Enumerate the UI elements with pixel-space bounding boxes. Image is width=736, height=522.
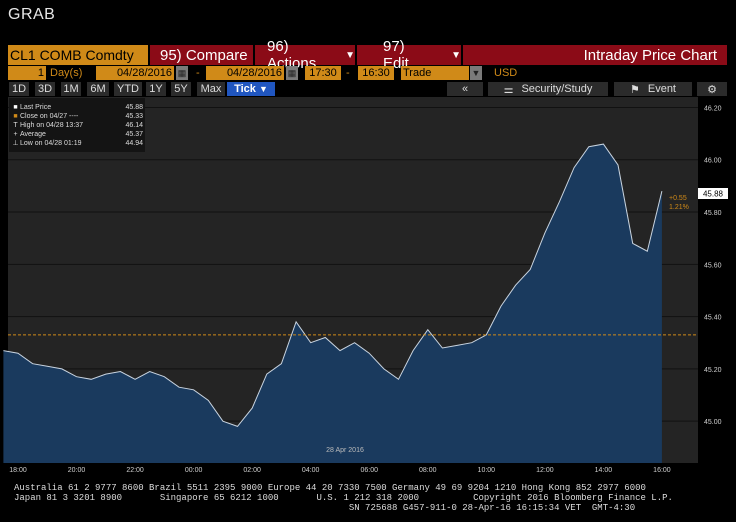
back-button[interactable]: « (447, 82, 483, 96)
chevron-down-icon: ▼ (258, 84, 268, 94)
square-icon: ■ (13, 113, 18, 120)
tick-label: Tick (234, 83, 256, 95)
security-study-label: Security/Study (521, 83, 593, 95)
parameter-bar: 1 Day(s) 04/28/2016 ▦ - 04/28/2016 ▦ 17:… (0, 66, 736, 81)
x-tick-label: 20:00 (68, 467, 86, 474)
x-tick-label: 22:00 (126, 467, 144, 474)
y-axis: 46.20 46.00 45.80 45.60 45.40 45.20 45.00 (704, 105, 722, 426)
x-tick-label: 18:00 (9, 467, 27, 474)
chart-title: Intraday Price Chart (463, 45, 727, 65)
currency-label: USD (494, 67, 518, 79)
legend-label: Low on 04/28 01:19 (20, 140, 82, 147)
range-3d-button[interactable]: 3D (35, 82, 55, 96)
compare-label: 95) Compare (160, 46, 248, 64)
period-unit-label: Day(s) (50, 67, 83, 79)
event-button[interactable]: ⚑ Event (614, 82, 692, 96)
x-tick-label: 12:00 (536, 467, 554, 474)
event-label: Event (647, 83, 676, 95)
edit-menu[interactable]: 97) Edit ▼ (357, 38, 461, 72)
date-label: 28 Apr 2016 (326, 447, 364, 454)
security-study-button[interactable]: ⚌ Security/Study (488, 82, 608, 96)
y-tick-label: 45.80 (704, 210, 722, 217)
chevron-down-icon[interactable]: ▼ (470, 66, 482, 80)
y-tick-label: 46.20 (704, 105, 722, 112)
start-date-input[interactable]: 04/28/2016 (96, 66, 174, 80)
period-input[interactable]: 1 (8, 66, 46, 80)
calendar-icon[interactable]: ▦ (176, 66, 188, 80)
chart-legend: ■ Last Price 45.88 ■ Close on 04/27 ---- 45.… (9, 98, 145, 152)
time-separator: - (346, 67, 350, 79)
legend-entry: ⊥Low on 04/28 01:19 44.94 (11, 139, 143, 148)
x-tick-label: 02:00 (243, 467, 261, 474)
price-line (3, 143, 663, 427)
legend-label: High on 04/28 13:37 (20, 122, 84, 129)
footer-line: SN 725688 G457-911-0 28-Apr-16 16:15:34 … (14, 503, 636, 513)
x-tick-label: 04:00 (302, 467, 320, 474)
range-5y-button[interactable]: 5Y (171, 82, 191, 96)
legend-label: Average (20, 131, 46, 138)
window-title: GRAB (8, 6, 56, 23)
chevron-down-icon: ▼ (345, 49, 355, 61)
x-tick-label: 14:00 (595, 467, 613, 474)
end-time-input[interactable]: 16:30 (358, 66, 394, 80)
calendar-icon[interactable]: ▦ (286, 66, 298, 80)
range-1y-button[interactable]: 1Y (146, 82, 166, 96)
event-type-select[interactable]: Trade (401, 66, 469, 80)
legend-entry: + Average 45.37 (11, 130, 143, 139)
high-marker-icon: T (13, 122, 18, 129)
legend-value: 45.37 (125, 131, 143, 138)
y-tick-label: 45.00 (704, 419, 722, 426)
legend-entry: ■ Last Price 45.88 (11, 103, 143, 112)
x-tick-label: 16:00 (653, 467, 671, 474)
gear-icon: ⚙ (707, 83, 717, 96)
security-input[interactable]: CL1 COMB Comdty (8, 45, 148, 65)
plus-icon: + (13, 131, 18, 138)
legend-value: 45.88 (125, 104, 143, 111)
y-tick-label: 45.40 (704, 315, 722, 322)
legend-value: 46.14 (125, 122, 143, 129)
legend-value: 44.94 (125, 140, 143, 147)
legend-entry: ■ Close on 04/27 ---- 45.33 (11, 112, 143, 121)
sliders-icon: ⚌ (503, 83, 514, 96)
range-toolbar: 1D 3D 1M 6M YTD 1Y 5Y Max Tick ▼ « ⚌ Secu… (0, 82, 736, 97)
date-separator: - (196, 67, 200, 79)
intraday-price-chart[interactable]: 46.20 46.00 45.80 45.60 45.40 45.20 45.00 18:0… (0, 97, 736, 481)
legend-label: Close on 04/27 ---- (20, 113, 79, 120)
last-change-pct-label: 1.21% (669, 204, 689, 211)
price-area (3, 144, 662, 463)
y-tick-label: 45.20 (704, 367, 722, 374)
compare-menu[interactable]: 95) Compare (150, 45, 253, 65)
low-marker-icon: ⊥ (12, 140, 19, 147)
range-ytd-button[interactable]: YTD (114, 82, 142, 96)
square-icon: ■ (13, 104, 18, 111)
x-tick-label: 10:00 (478, 467, 496, 474)
legend-label: Last Price (20, 104, 52, 111)
footer: Australia 61 2 9777 8600 Brazil 5511 239… (14, 483, 730, 513)
footer-line: Japan 81 3 3201 8900 Singapore 65 6212 1… (14, 493, 673, 503)
y-tick-label: 46.00 (704, 158, 722, 165)
actions-menu[interactable]: 96) Actions ▼ (255, 38, 355, 72)
last-change-label: +0.55 (669, 195, 687, 202)
x-axis: 18:00 20:00 22:00 00:00 02:00 04:00 06:00 08:00… (9, 467, 671, 474)
footer-line: Australia 61 2 9777 8600 Brazil 5511 239… (14, 483, 646, 493)
chevron-down-icon: ▼ (451, 49, 461, 61)
last-price-label: 45.88 (703, 190, 724, 199)
x-tick-label: 00:00 (185, 467, 203, 474)
range-1d-button[interactable]: 1D (9, 82, 29, 96)
end-date-input[interactable]: 04/28/2016 (206, 66, 284, 80)
settings-button[interactable]: ⚙ (697, 82, 727, 96)
legend-entry: T High on 04/28 13:37 46.14 (11, 121, 143, 130)
range-max-button[interactable]: Max (197, 82, 225, 96)
range-1m-button[interactable]: 1M (61, 82, 81, 96)
flag-icon: ⚑ (629, 83, 640, 96)
x-tick-label: 08:00 (419, 467, 437, 474)
command-bar: CL1 COMB Comdty 95) Compare 96) Actions ▼… (0, 38, 736, 72)
x-tick-label: 06:00 (360, 467, 378, 474)
tick-select[interactable]: Tick ▼ (227, 82, 275, 96)
start-time-input[interactable]: 17:30 (305, 66, 341, 80)
y-tick-label: 45.60 (704, 262, 722, 269)
range-6m-button[interactable]: 6M (87, 82, 109, 96)
last-price-box (698, 188, 728, 199)
legend-value: 45.33 (125, 113, 143, 120)
